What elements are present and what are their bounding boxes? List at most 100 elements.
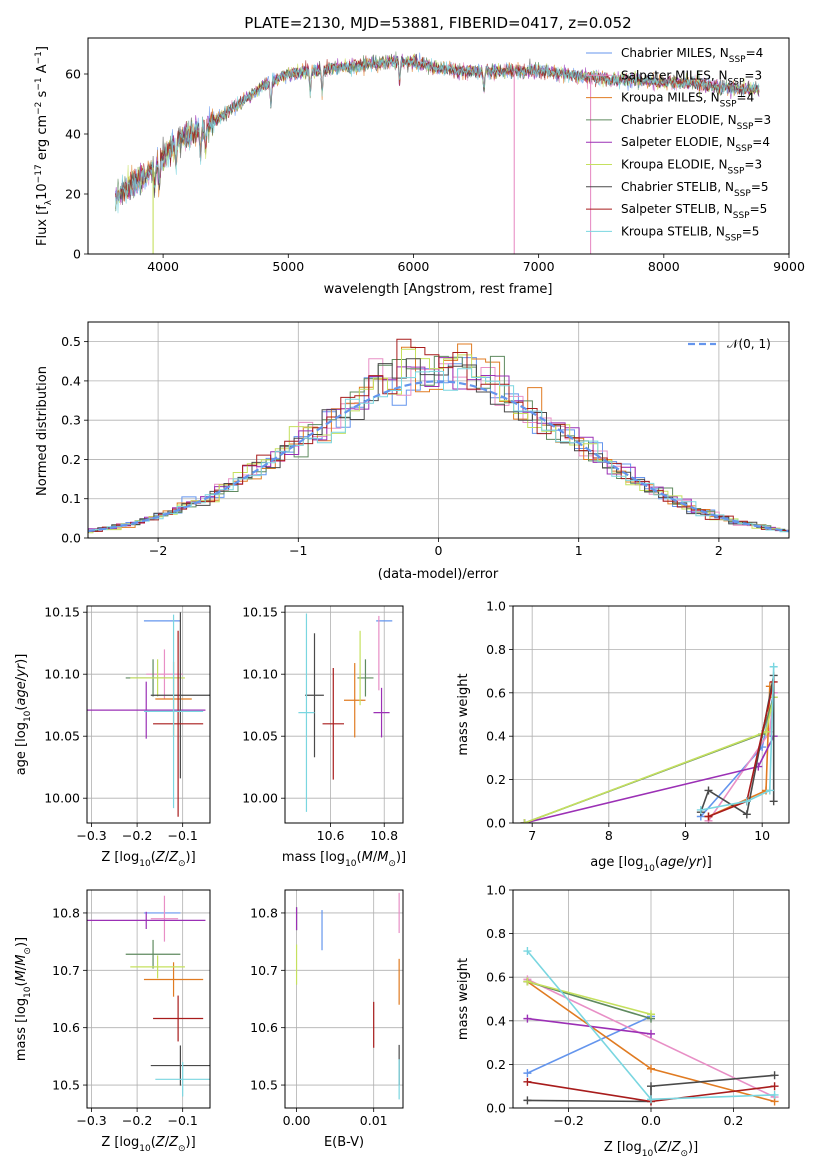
label-part: /	[667, 1140, 672, 1155]
weight-marker	[523, 1069, 532, 1078]
x-tick-label: 0.2	[723, 1113, 743, 1128]
y-tick-label: 10.10	[242, 667, 278, 682]
label-part: =4	[746, 46, 764, 60]
label-part: ⊙	[23, 947, 33, 955]
y-tick-label: 10.7	[52, 963, 80, 978]
x-tick-label: 8000	[648, 259, 680, 274]
weight-marker	[769, 662, 778, 671]
y-tick-label: 20	[65, 187, 81, 202]
y-tick-label: 0.2	[486, 1057, 506, 1072]
weight-line	[700, 692, 775, 818]
label-part: SSP	[734, 189, 751, 199]
weight-marker	[696, 805, 705, 814]
label-part: age	[660, 855, 684, 870]
x-axis-label: Z [log10(Z/Z⊙)]	[604, 1140, 698, 1159]
weight-line	[527, 1015, 652, 1074]
x-axis-label: E(B-V)	[324, 1135, 364, 1150]
label-part: 10	[139, 1144, 151, 1154]
error-bars	[295, 892, 400, 1100]
axes-frame	[284, 889, 404, 1109]
label-part: )]	[702, 855, 712, 870]
label-part: =3	[744, 158, 762, 172]
y-tick-label: 10.5	[52, 1078, 80, 1093]
axes-frame	[512, 889, 790, 1109]
label-part: SSP	[733, 211, 750, 221]
error-bars	[87, 895, 210, 1097]
histograms	[88, 338, 789, 534]
x-tick-label: 9000	[773, 259, 805, 274]
label-part: =5	[742, 224, 760, 238]
residual-panel: −2 −1 0 1 2 0.0 0.1 0.2 0.3 0.4 0.5 𝒩(0, 1)	[61, 321, 790, 558]
axes-frame	[87, 321, 790, 539]
weight-marker	[742, 797, 751, 806]
label-part: SSP	[728, 167, 745, 177]
axes-frame	[86, 605, 211, 824]
weight-marker	[770, 1090, 779, 1099]
weight-marker	[523, 977, 532, 986]
weight-series	[523, 947, 779, 1106]
label-part: Chabrier STELIB, N	[621, 180, 734, 194]
label-part: =3	[744, 68, 762, 82]
label-part: Chabrier MILES, N	[621, 46, 729, 60]
label-part: yr	[688, 855, 704, 870]
residual-x-label: (data-model)/error	[378, 567, 499, 582]
weight-marker	[647, 1064, 655, 1073]
x-tick-label: −0.3	[76, 828, 106, 843]
weight-marker	[704, 786, 713, 795]
legend-entry: Kroupa STELIB, NSSP=5	[621, 224, 759, 243]
legend-entry: Chabrier ELODIE, NSSP=3	[621, 113, 771, 132]
label-part: mass [log	[14, 998, 29, 1061]
y-tick-label: 10.15	[242, 605, 278, 620]
mass-vs-Z-panel: −0.3 −0.2 −0.1 10.5 10.6 10.7 10.8	[52, 889, 211, 1128]
y-tick-label: 1.0	[486, 599, 506, 614]
x-tick-label: 4000	[147, 259, 179, 274]
x-axis-label: Z [log10(Z/Z⊙)]	[101, 1135, 195, 1154]
y-tick-label: 0.4	[61, 373, 81, 388]
weight-vs-age-panel: 7 8 9 10 0.0 0.2 0.4 0.6 0.8 1.0	[486, 599, 790, 843]
y-axis-label: mass [log10(M/M⊙)]	[14, 937, 33, 1061]
y-tick-label: 0.6	[486, 685, 506, 700]
y-axis-label: mass weight	[456, 958, 471, 1040]
label-part: −1	[34, 77, 44, 90]
axes-frame	[86, 889, 211, 1109]
axes-frame	[512, 605, 790, 824]
label-part: ⊙	[178, 859, 186, 869]
legend-entry: Salpeter MILES, NSSP=3	[621, 68, 762, 87]
histogram-series	[88, 338, 789, 533]
weight-marker	[647, 1010, 655, 1019]
legend-entry: Chabrier MILES, NSSP=4	[621, 46, 763, 65]
legend-entry: 𝒩(0, 1)	[727, 337, 771, 351]
label-part: /	[373, 850, 378, 865]
label-part: M	[14, 955, 29, 966]
label-part: ⊙	[388, 859, 396, 869]
label-part: 10	[643, 864, 655, 874]
y-tick-label: 10.8	[52, 905, 80, 920]
label-part: Z	[168, 1135, 179, 1150]
y-tick-label: 10.8	[250, 905, 278, 920]
label-part: erg cm	[35, 115, 50, 164]
spectrum-line	[115, 55, 760, 214]
y-tick-label: 0.0	[61, 531, 81, 546]
x-tick-label: 0.00	[283, 1113, 311, 1128]
age-vs-mass-panel: 10.6 10.8 10.00 10.05 10.10 10.15	[242, 605, 404, 843]
legend-entry: Salpeter STELIB, NSSP=5	[621, 202, 767, 221]
y-tick-label: 10.6	[250, 1020, 278, 1035]
x-axis-label: Z [log10(Z/Z⊙)]	[101, 850, 195, 869]
label-part: Salpeter MILES, N	[621, 68, 728, 82]
x-tick-label: 0.01	[360, 1113, 388, 1128]
label-part: E(B-V)	[324, 1135, 364, 1150]
y-tick-label: 0.2	[61, 452, 81, 467]
x-tick-label: 7000	[523, 259, 555, 274]
x-tick-label: −0.2	[553, 1113, 583, 1128]
y-tick-label: 0.8	[486, 926, 506, 941]
y-tick-label: 0.3	[61, 413, 81, 428]
x-tick-label: 0.0	[641, 1113, 661, 1128]
label-part: (	[14, 981, 29, 986]
y-tick-label: 10.5	[250, 1078, 278, 1093]
label-part: =4	[737, 91, 755, 105]
weight-line	[700, 666, 775, 811]
spectrum-title: PLATE=2130, MJD=53881, FIBERID=0417, z=0…	[244, 14, 631, 32]
label-part: A	[35, 64, 50, 77]
